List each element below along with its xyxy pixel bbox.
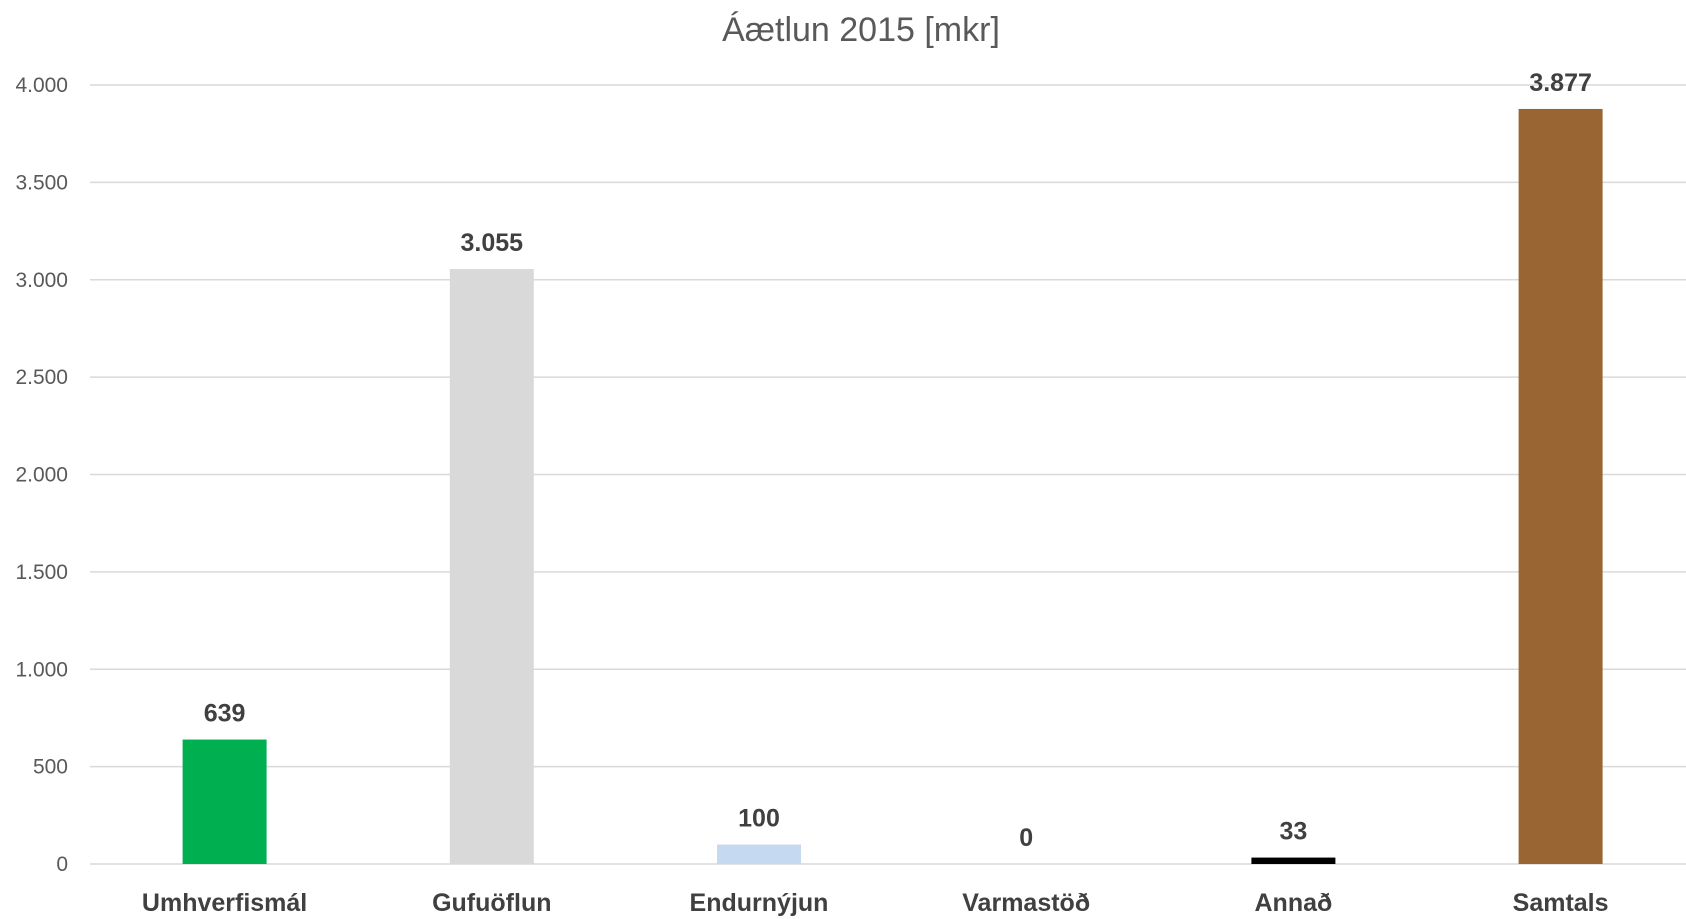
y-tick-label: 500	[33, 756, 68, 779]
bar	[449, 269, 534, 864]
gridlines	[90, 84, 1686, 865]
category-label: Gufuöflun	[432, 889, 551, 917]
category-labels: Umhverfismál Gufuöflun Endurnýjun Varmastöð…	[142, 889, 1609, 917]
y-tick-label: 0	[56, 853, 68, 876]
data-label: 0	[1019, 824, 1033, 852]
bar	[1518, 108, 1603, 865]
data-label: 3.877	[1529, 69, 1592, 97]
category-label: Samtals	[1513, 889, 1609, 917]
y-tick-label: 4.000	[15, 74, 68, 97]
y-tick-label: 1.000	[15, 658, 68, 681]
chart-title: Áætlun 2015 [mkr]	[722, 11, 1000, 49]
bar	[182, 739, 267, 864]
y-axis-ticks: 0 500 1.000 1.500 2.000 2.500 3.000 3.500 4.000	[15, 74, 68, 876]
y-tick-label: 2.000	[15, 464, 68, 487]
category-label: Annað	[1255, 889, 1333, 917]
y-tick-label: 3.500	[15, 171, 68, 194]
data-labels: 639 3.055 100 0 33 3.877	[204, 69, 1592, 852]
bars	[182, 108, 1603, 865]
y-tick-label: 1.500	[15, 561, 68, 584]
category-label: Umhverfismál	[142, 889, 307, 917]
data-label: 3.055	[461, 229, 524, 257]
data-label: 639	[204, 700, 246, 728]
bar	[1251, 857, 1336, 864]
data-label: 100	[738, 805, 780, 833]
y-tick-label: 3.000	[15, 269, 68, 292]
category-label: Endurnýjun	[690, 889, 829, 917]
bar	[717, 844, 801, 864]
data-label: 33	[1279, 818, 1307, 846]
y-tick-label: 2.500	[15, 366, 68, 389]
category-label: Varmastöð	[962, 889, 1090, 917]
